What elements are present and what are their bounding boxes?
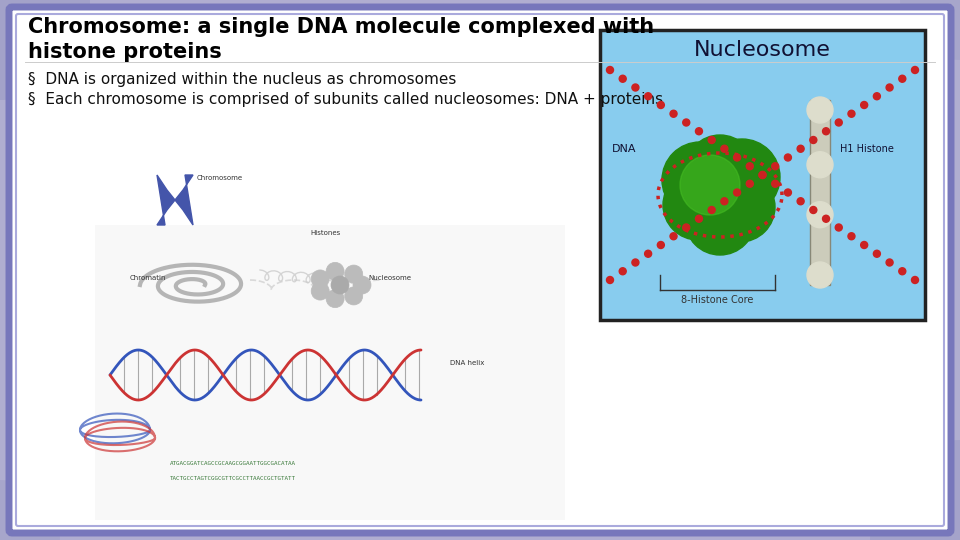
Bar	[600, 30, 925, 320]
Circle shape	[607, 276, 613, 284]
Text: TACTGCCTAGTCGGCGTTCGCCTTAACCGCTGTATT: TACTGCCTAGTCGGCGTTCGCCTTAACCGCTGTATT	[170, 476, 296, 481]
Circle shape	[772, 180, 779, 187]
Text: Histones: Histones	[310, 230, 340, 236]
Circle shape	[911, 276, 919, 284]
Circle shape	[835, 119, 842, 126]
Circle shape	[708, 206, 715, 213]
Circle shape	[326, 262, 344, 280]
Circle shape	[746, 163, 754, 170]
Circle shape	[759, 172, 766, 179]
Circle shape	[644, 250, 652, 257]
Circle shape	[695, 215, 703, 222]
Circle shape	[708, 137, 715, 144]
Circle shape	[807, 152, 833, 178]
Text: Chromosome: Chromosome	[197, 175, 243, 181]
Circle shape	[874, 93, 880, 100]
Circle shape	[704, 139, 780, 215]
Circle shape	[911, 66, 919, 73]
Circle shape	[658, 102, 664, 109]
Circle shape	[746, 180, 754, 187]
Circle shape	[899, 268, 906, 275]
Circle shape	[345, 265, 363, 283]
Circle shape	[721, 145, 728, 152]
Circle shape	[861, 102, 868, 109]
Circle shape	[705, 172, 775, 242]
Circle shape	[835, 224, 842, 231]
Circle shape	[353, 276, 371, 294]
Polygon shape	[157, 175, 193, 225]
Circle shape	[759, 172, 766, 179]
Circle shape	[874, 250, 880, 257]
Circle shape	[345, 287, 363, 305]
Text: 8-Histone Core: 8-Histone Core	[681, 295, 754, 305]
Bar	[95, 225, 565, 520]
Circle shape	[810, 137, 817, 144]
FancyBboxPatch shape	[9, 7, 951, 533]
Circle shape	[772, 163, 779, 170]
Circle shape	[685, 185, 755, 255]
Bar	[810, 100, 830, 285]
Circle shape	[632, 259, 639, 266]
Circle shape	[685, 135, 755, 205]
Circle shape	[797, 198, 804, 205]
Circle shape	[784, 189, 791, 196]
Text: ATGACGGATCAGCCGCAAGCGGAATTGGCGACATAA: ATGACGGATCAGCCGCAAGCGGAATTGGCGACATAA	[170, 461, 296, 466]
Circle shape	[823, 128, 829, 135]
Circle shape	[823, 215, 829, 222]
Circle shape	[670, 110, 677, 117]
Circle shape	[326, 289, 344, 308]
Circle shape	[810, 206, 817, 213]
Text: DNA: DNA	[612, 144, 636, 154]
Text: histone proteins: histone proteins	[28, 42, 222, 62]
Circle shape	[797, 145, 804, 152]
Text: Chromatin: Chromatin	[130, 275, 166, 281]
Circle shape	[632, 84, 639, 91]
Circle shape	[683, 224, 689, 231]
Text: Nucleosome: Nucleosome	[368, 275, 411, 281]
Text: §  DNA is organized within the nucleus as chromosomes: § DNA is organized within the nucleus as…	[28, 72, 456, 87]
Circle shape	[807, 202, 833, 228]
Text: §  Each chromosome is comprised of subunits called nucleosomes: DNA + proteins: § Each chromosome is comprised of subuni…	[28, 92, 663, 107]
Circle shape	[784, 154, 791, 161]
Circle shape	[807, 262, 833, 288]
Circle shape	[848, 233, 855, 240]
Circle shape	[311, 282, 329, 300]
Circle shape	[311, 270, 329, 288]
Ellipse shape	[870, 440, 960, 540]
Circle shape	[886, 259, 893, 266]
Circle shape	[331, 276, 349, 294]
Circle shape	[683, 119, 689, 126]
Circle shape	[848, 110, 855, 117]
Circle shape	[733, 189, 740, 196]
Circle shape	[663, 170, 733, 240]
FancyBboxPatch shape	[16, 14, 944, 526]
Text: DNA helix: DNA helix	[450, 360, 485, 366]
Circle shape	[807, 97, 833, 123]
Ellipse shape	[0, 0, 90, 100]
Text: Chromosome: a single DNA molecule complexed with: Chromosome: a single DNA molecule comple…	[28, 17, 654, 37]
Circle shape	[607, 66, 613, 73]
Circle shape	[619, 75, 626, 82]
Circle shape	[662, 142, 738, 218]
Text: Nucleosome: Nucleosome	[694, 40, 831, 60]
Circle shape	[619, 268, 626, 275]
Circle shape	[899, 75, 906, 82]
Circle shape	[695, 128, 703, 135]
Circle shape	[670, 233, 677, 240]
Ellipse shape	[900, 0, 960, 60]
Circle shape	[644, 93, 652, 100]
Circle shape	[721, 198, 728, 205]
Circle shape	[861, 241, 868, 248]
Ellipse shape	[0, 480, 60, 540]
Circle shape	[658, 241, 664, 248]
Circle shape	[668, 143, 772, 247]
Circle shape	[733, 154, 740, 161]
Circle shape	[680, 155, 740, 215]
Circle shape	[886, 84, 893, 91]
Text: H1 Histone: H1 Histone	[840, 144, 894, 154]
